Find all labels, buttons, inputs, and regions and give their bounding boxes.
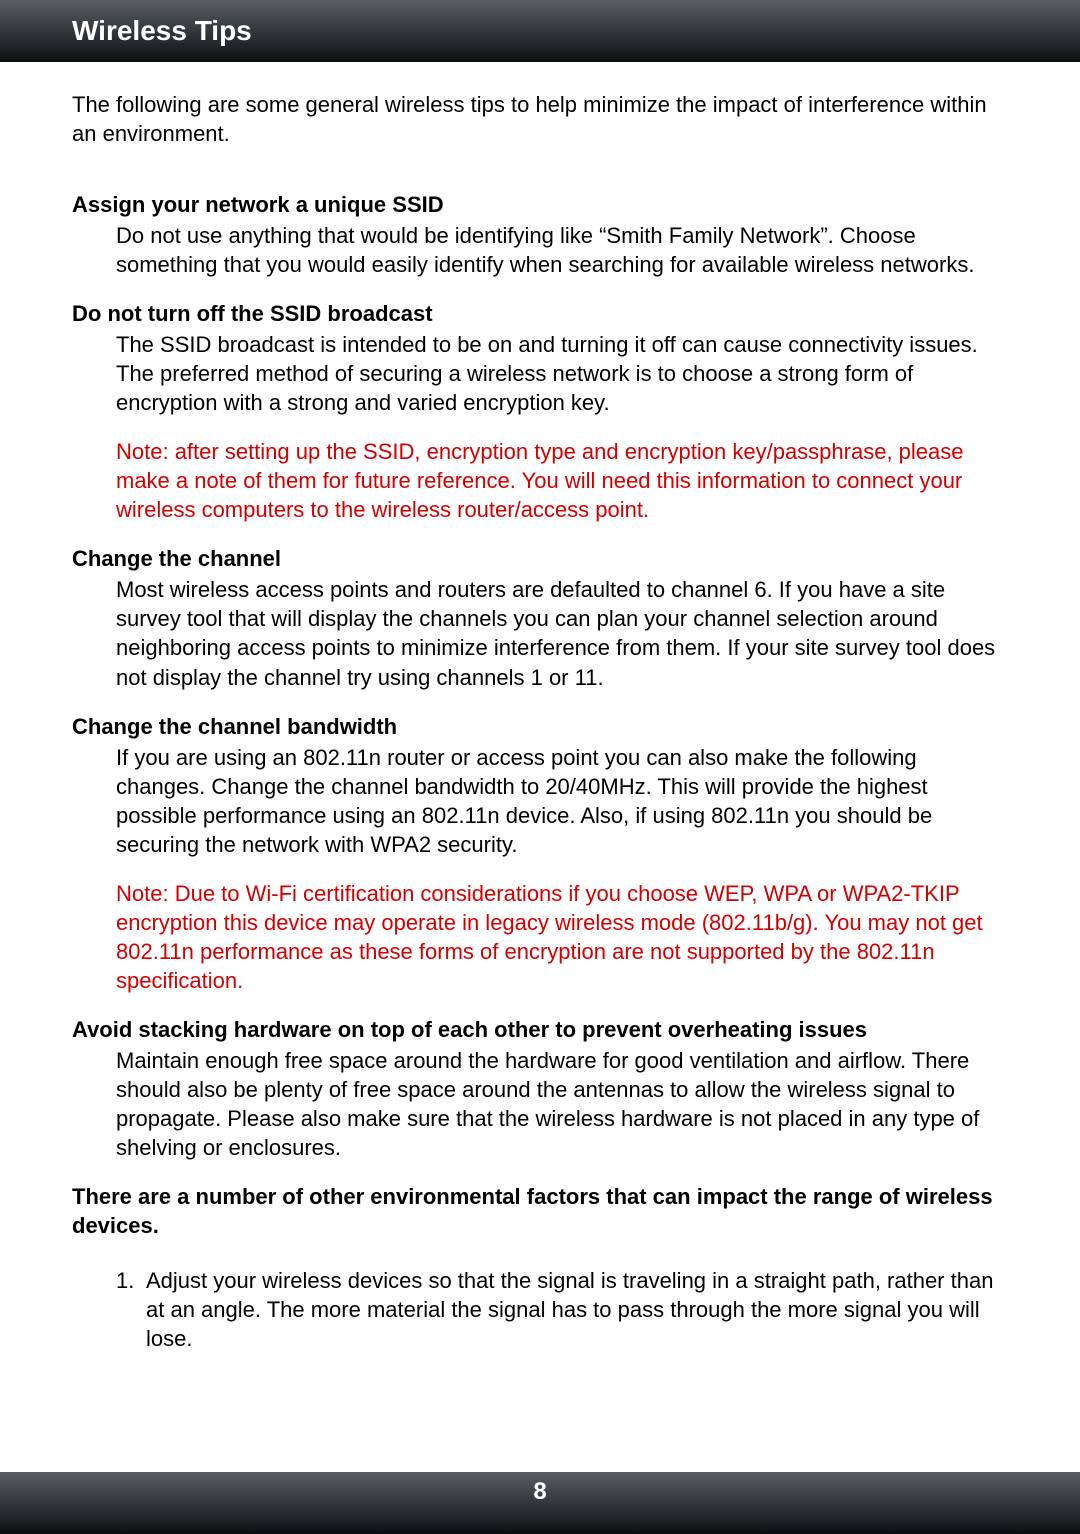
spacer — [72, 1242, 1008, 1266]
page-number: 8 — [533, 1478, 546, 1506]
section-heading-channel: Change the channel — [72, 544, 1008, 573]
list-text: Adjust your wireless devices so that the… — [142, 1266, 1008, 1353]
page: Wireless Tips The following are some gen… — [0, 0, 1080, 1534]
footer-bar: 8 — [0, 1472, 1080, 1534]
section-heading-stacking: Avoid stacking hardware on top of each o… — [72, 1015, 1008, 1044]
section-body-stacking: Maintain enough free space around the ha… — [116, 1046, 1008, 1162]
section-body-ssid: Do not use anything that would be identi… — [116, 221, 1008, 279]
section-heading-ssid: Assign your network a unique SSID — [72, 190, 1008, 219]
list-number: 1. — [116, 1266, 142, 1353]
header-bar: Wireless Tips — [0, 0, 1080, 62]
section-body-bandwidth: If you are using an 802.11n router or ac… — [116, 743, 1008, 859]
section-body-broadcast: The SSID broadcast is intended to be on … — [116, 330, 1008, 417]
closing-heading: There are a number of other environmenta… — [72, 1182, 1008, 1240]
page-title: Wireless Tips — [72, 15, 252, 47]
section-note-bandwidth: Note: Due to Wi-Fi certification conside… — [116, 879, 1008, 995]
content-area: The following are some general wireless … — [0, 62, 1080, 1353]
list-item: 1. Adjust your wireless devices so that … — [116, 1266, 1008, 1353]
section-note-broadcast: Note: after setting up the SSID, encrypt… — [116, 437, 1008, 524]
intro-text: The following are some general wireless … — [72, 90, 1008, 148]
section-body-channel: Most wireless access points and routers … — [116, 575, 1008, 691]
section-heading-bandwidth: Change the channel bandwidth — [72, 712, 1008, 741]
section-heading-broadcast: Do not turn off the SSID broadcast — [72, 299, 1008, 328]
